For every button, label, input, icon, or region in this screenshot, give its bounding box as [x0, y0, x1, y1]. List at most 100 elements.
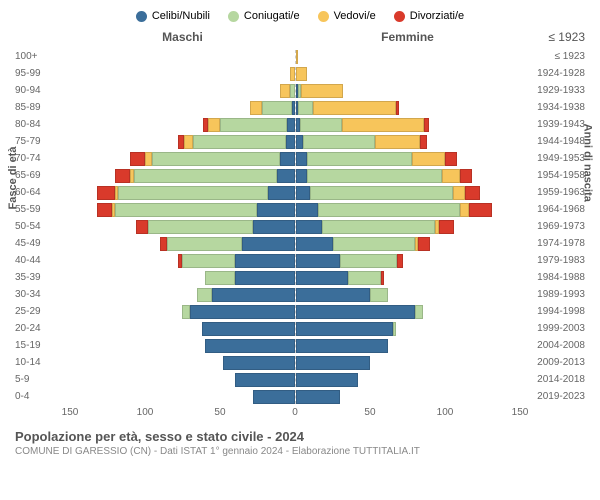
birth-year-label: 1979-1983 — [520, 255, 585, 266]
bar-segment — [412, 152, 445, 166]
legend: Celibi/NubiliConiugati/eVedovi/eDivorzia… — [15, 10, 585, 22]
bar-segment — [307, 169, 442, 183]
y-axis-right-label: Anni di nascita — [581, 123, 593, 201]
bar-group — [70, 254, 520, 268]
female-bar — [295, 373, 521, 387]
bar-segment — [118, 186, 268, 200]
bar-segment — [342, 118, 424, 132]
legend-item: Vedovi/e — [318, 10, 376, 22]
x-tick-label: 0 — [292, 407, 298, 418]
bar-segment — [97, 203, 112, 217]
bar-segment — [223, 356, 295, 370]
age-label: 15-19 — [15, 340, 70, 351]
bar-segment — [333, 237, 415, 251]
bar-segment — [340, 254, 397, 268]
male-bar — [70, 271, 295, 285]
female-bar — [295, 305, 521, 319]
legend-label: Celibi/Nubili — [152, 10, 210, 22]
male-bar — [70, 305, 295, 319]
bar-segment — [298, 101, 313, 115]
bar-group — [70, 237, 520, 251]
bar-segment — [420, 135, 427, 149]
bar-segment — [296, 339, 389, 353]
bar-segment — [296, 322, 393, 336]
plot-area: Fasce di età Anni di nascita 100+≤ 19239… — [15, 48, 585, 421]
female-bar — [295, 203, 521, 217]
age-label: 75-79 — [15, 136, 70, 147]
chart-subtitle: COMUNE DI GARESSIO (CN) - Dati ISTAT 1° … — [15, 446, 585, 457]
bar-segment — [381, 271, 384, 285]
bar-segment — [445, 152, 457, 166]
bar-segment — [235, 254, 295, 268]
male-bar — [70, 356, 295, 370]
bar-segment — [202, 322, 295, 336]
bar-segment — [370, 288, 388, 302]
bar-segment — [296, 220, 323, 234]
bar-segment — [134, 169, 276, 183]
bar-segment — [393, 322, 396, 336]
age-label: 55-59 — [15, 204, 70, 215]
female-bar — [295, 84, 521, 98]
age-row: 25-291994-1998 — [15, 303, 585, 320]
bar-segment — [442, 169, 460, 183]
bar-group — [70, 84, 520, 98]
legend-label: Vedovi/e — [334, 10, 376, 22]
bar-segment — [130, 152, 145, 166]
bar-segment — [469, 203, 491, 217]
bar-segment — [303, 135, 375, 149]
age-row: 30-341989-1993 — [15, 286, 585, 303]
bar-group — [70, 390, 520, 404]
age-label: 65-69 — [15, 170, 70, 181]
bar-segment — [313, 101, 395, 115]
age-row: 45-491974-1978 — [15, 235, 585, 252]
bar-segment — [253, 390, 295, 404]
age-label: 60-64 — [15, 187, 70, 198]
bar-segment — [296, 169, 308, 183]
bar-segment — [136, 220, 148, 234]
female-bar — [295, 101, 521, 115]
age-label: 30-34 — [15, 289, 70, 300]
bar-segment — [296, 271, 348, 285]
legend-swatch — [394, 11, 405, 22]
legend-swatch — [318, 11, 329, 22]
bar-segment — [307, 152, 412, 166]
male-header: Maschi — [70, 30, 295, 44]
birth-year-label: 1939-1943 — [520, 119, 585, 130]
bar-segment — [296, 373, 359, 387]
birth-year-label: 2004-2008 — [520, 340, 585, 351]
age-row: 85-891934-1938 — [15, 99, 585, 116]
birth-year-label: 2014-2018 — [520, 374, 585, 385]
bar-segment — [280, 84, 290, 98]
bar-group — [70, 118, 520, 132]
bar-segment — [160, 237, 167, 251]
bar-segment — [348, 271, 381, 285]
legend-swatch — [228, 11, 239, 22]
female-bar — [295, 339, 521, 353]
bar-group — [70, 152, 520, 166]
bar-segment — [97, 186, 115, 200]
bar-group — [70, 339, 520, 353]
chart-footer: Popolazione per età, sesso e stato civil… — [15, 429, 585, 457]
y-axis-left-label: Fasce di età — [7, 146, 19, 209]
bar-segment — [167, 237, 242, 251]
age-label: 95-99 — [15, 68, 70, 79]
bar-segment — [460, 169, 472, 183]
age-row: 50-541969-1973 — [15, 218, 585, 235]
birth-year-label: 1964-1968 — [520, 204, 585, 215]
male-bar — [70, 169, 295, 183]
bar-segment — [197, 288, 212, 302]
birth-year-label: ≤ 1923 — [520, 51, 585, 62]
male-bar — [70, 101, 295, 115]
female-bar — [295, 135, 521, 149]
age-row: 10-142009-2013 — [15, 354, 585, 371]
bar-group — [70, 50, 520, 64]
population-pyramid-chart: Celibi/NubiliConiugati/eVedovi/eDivorzia… — [0, 0, 600, 500]
bar-group — [70, 373, 520, 387]
birth-year-label: 1934-1938 — [520, 102, 585, 113]
birth-year-label: 1974-1978 — [520, 238, 585, 249]
legend-item: Divorziati/e — [394, 10, 464, 22]
female-header: Femmine — [295, 30, 520, 44]
bar-segment — [152, 152, 279, 166]
age-row: 75-791944-1948 — [15, 133, 585, 150]
bar-group — [70, 186, 520, 200]
